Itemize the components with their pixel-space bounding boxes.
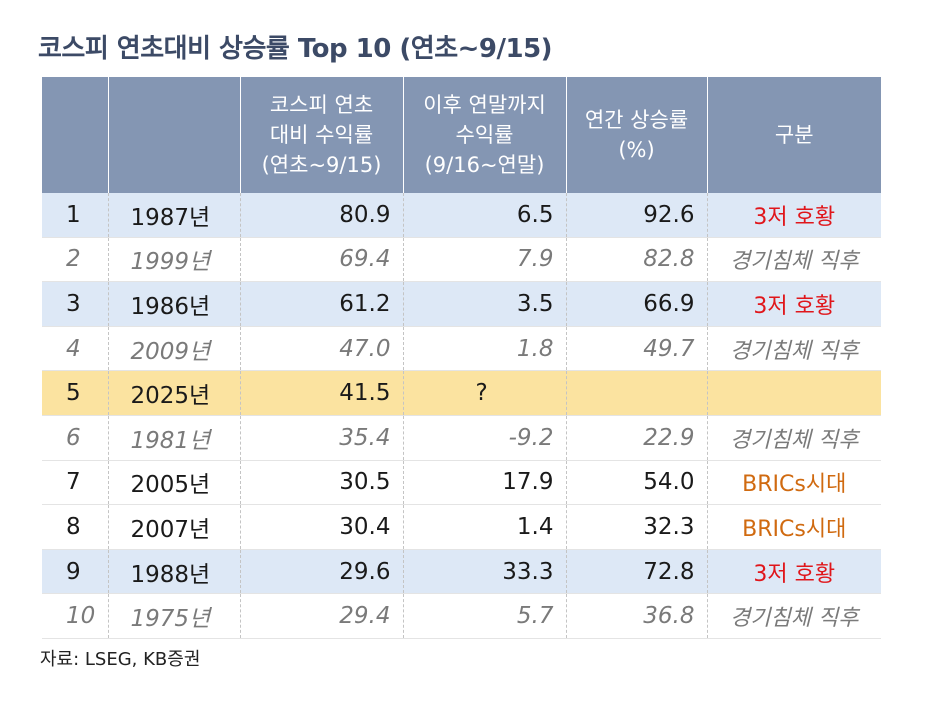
category-cell bbox=[706, 370, 881, 416]
category-cell: BRICs시대 bbox=[706, 460, 881, 506]
header-rank bbox=[42, 77, 109, 193]
rest-of-year-cell: 1.8 bbox=[402, 326, 566, 372]
year-cell: 1981년 bbox=[107, 415, 240, 461]
rest-of-year-cell: 5.7 bbox=[402, 593, 566, 639]
category-cell: BRICs시대 bbox=[706, 504, 881, 550]
ytd-return-cell: 30.5 bbox=[239, 460, 403, 506]
ytd-return-cell: 47.0 bbox=[239, 326, 403, 372]
category-cell: 3저 호황 bbox=[706, 281, 881, 327]
rank-cell: 3 bbox=[42, 281, 108, 327]
rank-cell: 6 bbox=[42, 415, 108, 461]
table-row: 8 2007년 30.4 1.4 32.3 BRICs시대 bbox=[42, 504, 881, 550]
annual-return-cell: 36.8 bbox=[565, 593, 707, 639]
rest-of-year-cell: ? bbox=[402, 370, 566, 416]
rest-of-year-cell: 3.5 bbox=[402, 281, 566, 327]
year-cell: 2007년 bbox=[107, 504, 240, 550]
category-cell: 경기침체 직후 bbox=[706, 237, 881, 283]
ytd-return-cell: 29.4 bbox=[239, 593, 403, 639]
rest-of-year-cell: 17.9 bbox=[402, 460, 566, 506]
annual-return-cell: 54.0 bbox=[565, 460, 707, 506]
ytd-return-cell: 61.2 bbox=[239, 281, 403, 327]
rest-of-year-cell: 6.5 bbox=[402, 193, 566, 238]
rank-cell: 10 bbox=[42, 593, 108, 639]
annual-return-cell bbox=[565, 370, 707, 416]
table-row: 4 2009년 47.0 1.8 49.7 경기침체 직후 bbox=[42, 326, 881, 372]
rank-cell: 9 bbox=[42, 549, 108, 595]
annual-return-cell: 22.9 bbox=[565, 415, 707, 461]
category-cell: 3저 호황 bbox=[706, 549, 881, 595]
page-title: 코스피 연초대비 상승률 Top 10 (연초~9/15) bbox=[38, 34, 553, 64]
year-cell: 1999년 bbox=[107, 237, 240, 283]
header-category: 구분 bbox=[706, 77, 881, 193]
header-row: 코스피 연초 대비 수익률 (연초~9/15) 이후 연말까지 수익률 (9/16~연말… bbox=[42, 77, 881, 193]
annual-return-cell: 82.8 bbox=[565, 237, 707, 283]
ytd-return-cell: 29.6 bbox=[239, 549, 403, 595]
annual-return-cell: 49.7 bbox=[565, 326, 707, 372]
table-row: 3 1986년 61.2 3.5 66.9 3저 호황 bbox=[42, 281, 881, 327]
table-row: 2 1999년 69.4 7.9 82.8 경기침체 직후 bbox=[42, 237, 881, 283]
rest-of-year-cell: 1.4 bbox=[402, 504, 566, 550]
header-rest-of-year-return: 이후 연말까지 수익률 (9/16~연말) bbox=[402, 77, 567, 193]
table-row: 1 1987년 80.9 6.5 92.6 3저 호황 bbox=[42, 193, 881, 238]
ytd-return-cell: 30.4 bbox=[239, 504, 403, 550]
annual-return-cell: 72.8 bbox=[565, 549, 707, 595]
table-row: 7 2005년 30.5 17.9 54.0 BRICs시대 bbox=[42, 460, 881, 506]
rank-cell: 5 bbox=[42, 370, 108, 416]
annual-return-cell: 32.3 bbox=[565, 504, 707, 550]
year-cell: 1988년 bbox=[107, 549, 240, 595]
year-cell: 2025년 bbox=[107, 370, 240, 416]
ytd-return-cell: 69.4 bbox=[239, 237, 403, 283]
rest-of-year-cell: -9.2 bbox=[402, 415, 566, 461]
year-cell: 1975년 bbox=[107, 593, 240, 639]
ytd-return-cell: 80.9 bbox=[239, 193, 403, 238]
category-cell: 경기침체 직후 bbox=[706, 593, 881, 639]
rest-of-year-cell: 33.3 bbox=[402, 549, 566, 595]
kospi-top10-table: 코스피 연초 대비 수익률 (연초~9/15) 이후 연말까지 수익률 (9/16~연말… bbox=[42, 77, 881, 639]
rest-of-year-cell: 7.9 bbox=[402, 237, 566, 283]
category-cell: 3저 호황 bbox=[706, 193, 881, 238]
header-year bbox=[107, 77, 241, 193]
table-row: 10 1975년 29.4 5.7 36.8 경기침체 직후 bbox=[42, 593, 881, 639]
rank-cell: 8 bbox=[42, 504, 108, 550]
category-cell: 경기침체 직후 bbox=[706, 326, 881, 372]
rank-cell: 1 bbox=[42, 193, 108, 238]
header-annual-return: 연간 상승률 (%) bbox=[565, 77, 708, 193]
rank-cell: 7 bbox=[42, 460, 108, 506]
source-note: 자료: LSEG, KB증권 bbox=[40, 649, 201, 670]
ytd-return-cell: 35.4 bbox=[239, 415, 403, 461]
table-row: 6 1981년 35.4 -9.2 22.9 경기침체 직후 bbox=[42, 415, 881, 461]
rank-cell: 2 bbox=[42, 237, 108, 283]
header-ytd-return: 코스피 연초 대비 수익률 (연초~9/15) bbox=[239, 77, 404, 193]
annual-return-cell: 92.6 bbox=[565, 193, 707, 238]
year-cell: 2009년 bbox=[107, 326, 240, 372]
year-cell: 2005년 bbox=[107, 460, 240, 506]
category-cell: 경기침체 직후 bbox=[706, 415, 881, 461]
year-cell: 1987년 bbox=[107, 193, 240, 238]
rank-cell: 4 bbox=[42, 326, 108, 372]
table-row: 5 2025년 41.5? bbox=[42, 370, 881, 416]
annual-return-cell: 66.9 bbox=[565, 281, 707, 327]
ytd-return-cell: 41.5 bbox=[239, 370, 403, 416]
table-row: 9 1988년 29.6 33.3 72.8 3저 호황 bbox=[42, 549, 881, 595]
year-cell: 1986년 bbox=[107, 281, 240, 327]
